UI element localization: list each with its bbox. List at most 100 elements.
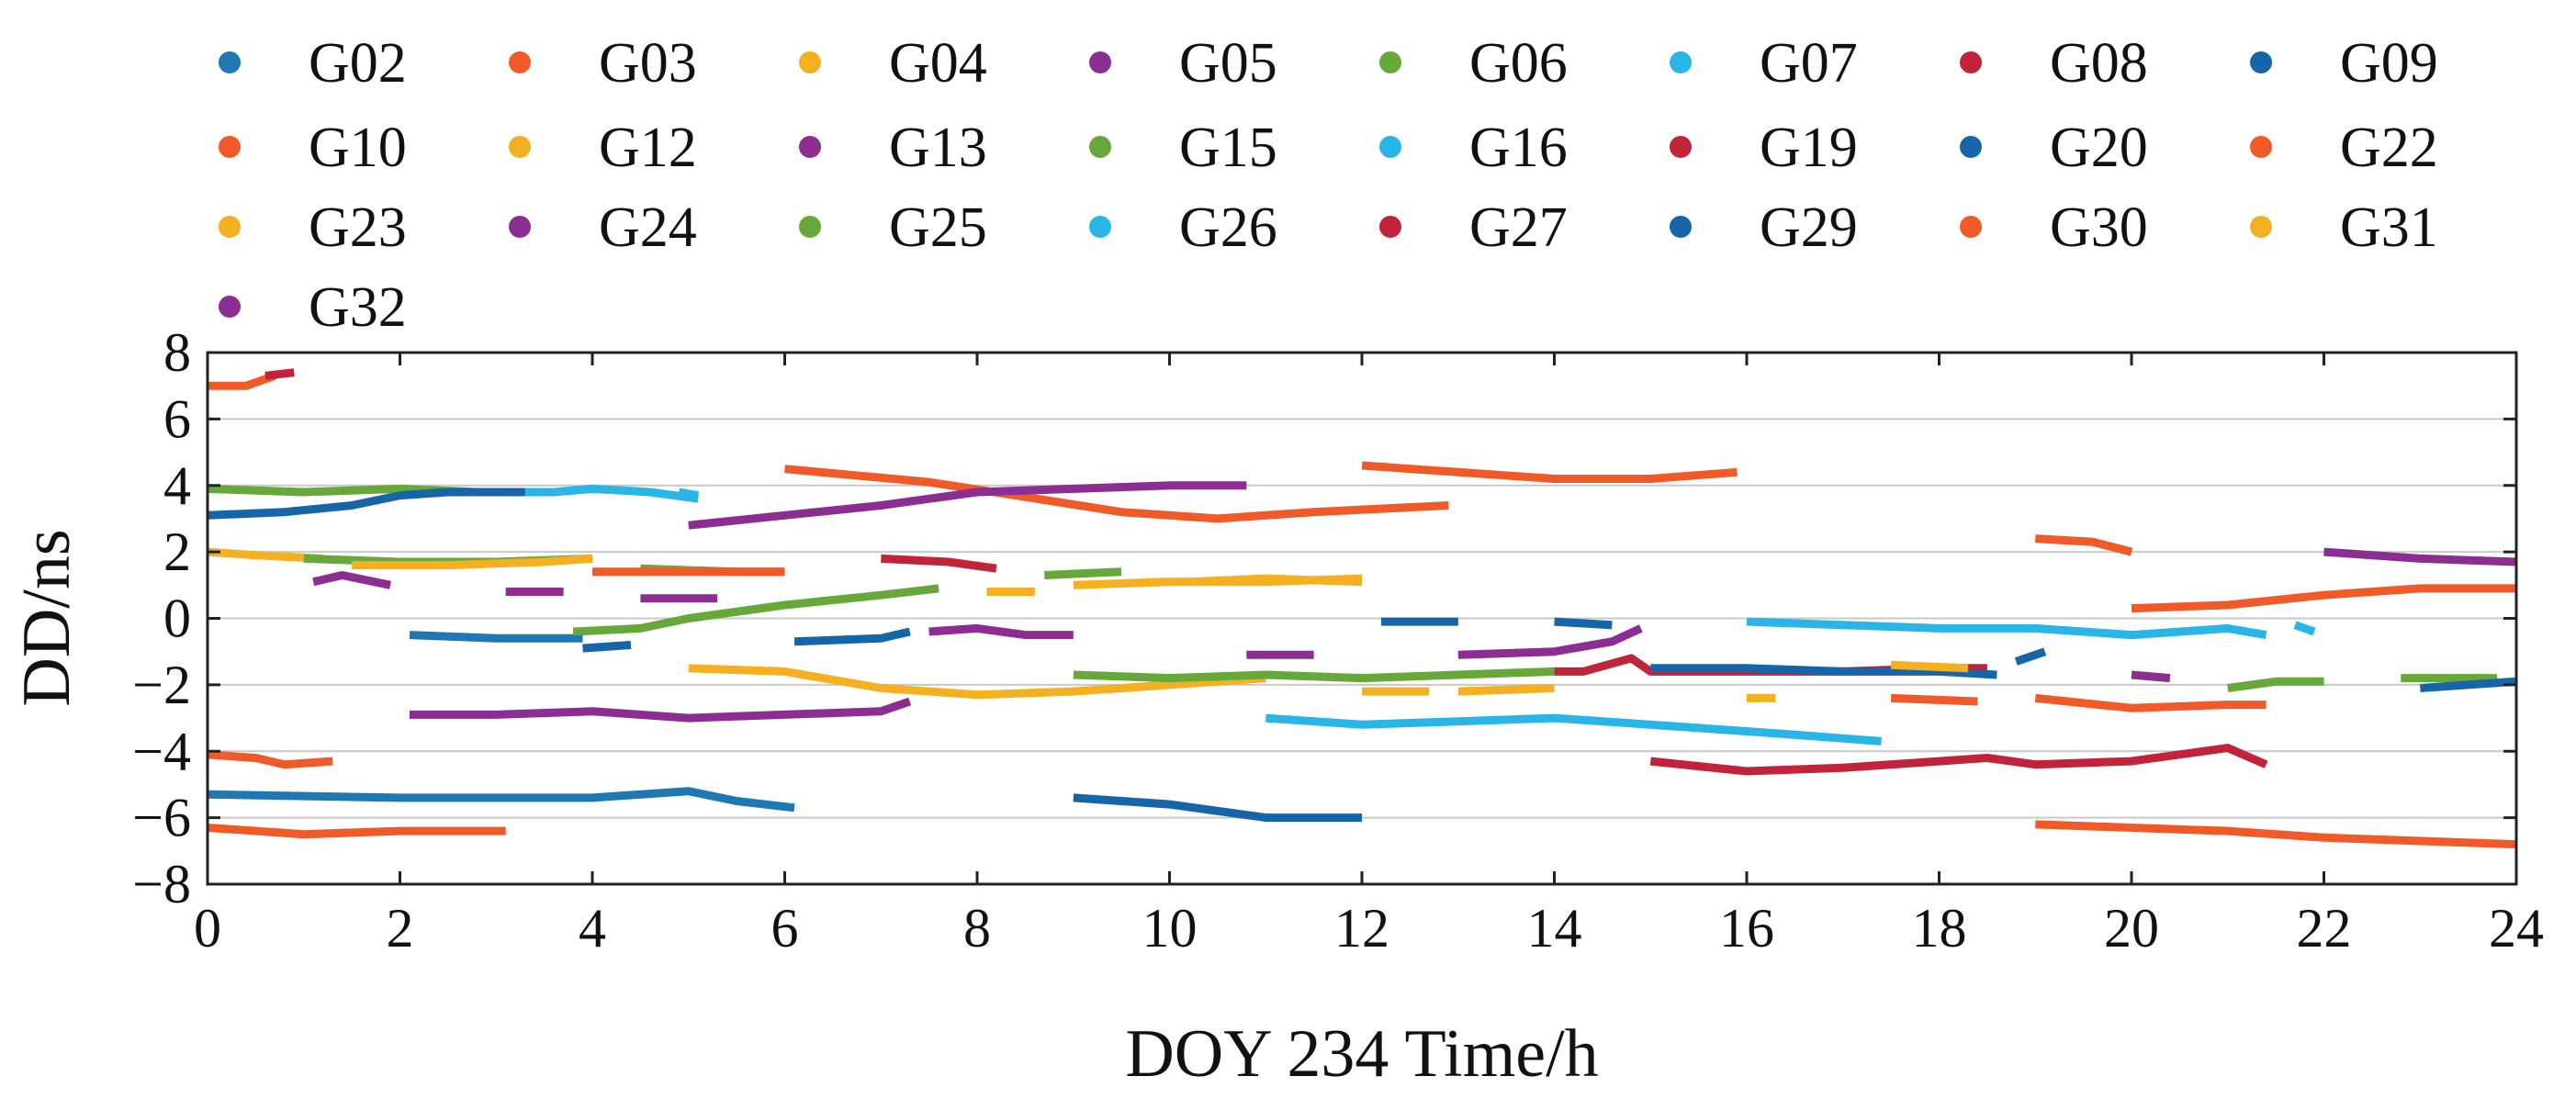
series-G10-segment-1: [1361, 461, 1738, 483]
series-G31: [1188, 574, 1363, 587]
legend-label: G07: [1760, 32, 1858, 95]
legend-marker: [1089, 216, 1111, 238]
y-tick-label: −6: [132, 788, 191, 848]
legend-marker: [1089, 136, 1111, 158]
legend-label: G12: [599, 117, 697, 179]
series-G02-segment-1: [409, 631, 583, 643]
legend-label: G20: [2050, 117, 2148, 179]
legend-marker: [1960, 51, 1982, 73]
legend-label: G30: [2050, 196, 2148, 259]
legend-item-G15: G15: [1089, 117, 1277, 179]
legend-marker: [219, 136, 241, 158]
legend-item-G16: G16: [1379, 117, 1568, 179]
series-G13-segment-0: [410, 697, 912, 723]
series-G02-segment-0: [207, 787, 795, 813]
y-tick-label: 0: [163, 589, 191, 649]
series-G12-segment-0: [688, 664, 1266, 700]
series-G13-segment-1: [688, 481, 1247, 530]
series-G19: [1649, 744, 2268, 776]
series-G23-segment-1: [1890, 660, 1969, 673]
x-tick-label: 14: [1527, 898, 1582, 959]
x-tick-label: 6: [771, 898, 799, 959]
legend-label: G23: [309, 196, 407, 259]
series-G16: [1746, 617, 2316, 640]
x-axis-label: DOY 234 Time/h: [1125, 1016, 1598, 1092]
series-G05-segment-0: [312, 571, 391, 589]
series-G24-segment-3: [2131, 670, 2171, 683]
x-tick-label: 0: [194, 898, 221, 959]
legend-marker: [2250, 51, 2272, 73]
y-tick-label: 8: [163, 322, 191, 383]
legend-marker: [1670, 216, 1692, 238]
series-G27-segment-0: [264, 368, 295, 380]
series-G22-segment-2: [2034, 693, 2267, 712]
legend-item-G32: G32: [219, 276, 407, 339]
series-G24: [928, 623, 2171, 683]
legend-item-G25: G25: [799, 196, 987, 259]
series-G26: [678, 488, 699, 500]
legend-label: G09: [2340, 32, 2438, 95]
y-tick-label: 6: [163, 388, 191, 449]
legend-marker: [509, 136, 531, 158]
legend-marker: [219, 51, 241, 73]
legend-item-G09: G09: [2250, 32, 2438, 95]
legend-item-G02: G02: [219, 32, 407, 95]
y-tick-label: −8: [132, 854, 191, 914]
legend-marker: [2250, 136, 2272, 158]
legend-item-G29: G29: [1670, 196, 1858, 259]
series-G22: [207, 693, 2267, 839]
y-axis-label: DD/ns: [9, 529, 84, 706]
series-G10-segment-0: [207, 750, 333, 769]
series-G02: [207, 631, 795, 813]
legend-item-G31: G31: [2250, 196, 2438, 259]
series-G07-segment-0: [496, 484, 699, 503]
series-G22-segment-0: [207, 824, 506, 839]
legend-item-G26: G26: [1089, 196, 1277, 259]
series-G30: [592, 534, 2517, 849]
legend-label: G22: [2340, 117, 2438, 179]
series-G31-segment-0: [1188, 574, 1363, 587]
series-G09-segment-2: [2014, 647, 2047, 666]
series-G20-segment-1: [1073, 793, 1362, 823]
legend-marker: [1379, 216, 1401, 238]
x-tick-label: 16: [1719, 898, 1774, 959]
x-tick-label: 24: [2489, 898, 2544, 959]
series-G30-segment-3: [2131, 584, 2516, 613]
legend-label: G29: [1760, 196, 1858, 259]
series-G26-segment-0: [678, 488, 699, 500]
legend-marker: [1379, 51, 1401, 73]
legend-label: G04: [889, 32, 987, 95]
legend-marker: [219, 296, 241, 318]
series-G09-segment-1: [1650, 664, 1997, 679]
legend-marker: [1089, 51, 1111, 73]
series-G23: [352, 554, 1969, 673]
series-G23-segment-0: [352, 554, 593, 570]
legend-label: G15: [1179, 117, 1277, 179]
series-G04-segment-0: [207, 547, 323, 563]
legend-label: G24: [599, 196, 697, 259]
series-G06-segment-1: [572, 584, 939, 636]
series-G15-segment-1: [1044, 567, 1122, 579]
legend-label: G25: [889, 196, 987, 259]
series-G15-segment-2: [1073, 667, 1555, 683]
x-tick-label: 10: [1142, 898, 1198, 959]
x-tick-label: 22: [2297, 898, 2352, 959]
legend-item-G10: G10: [219, 117, 407, 179]
series-G12: [688, 664, 1776, 702]
y-tick-label: 2: [163, 521, 191, 582]
legend-marker: [1670, 136, 1692, 158]
legend-item-G22: G22: [2250, 117, 2438, 179]
x-tick-label: 8: [963, 898, 991, 959]
legend-label: G05: [1179, 32, 1277, 95]
x-tick-label: 2: [387, 898, 414, 959]
x-tick-label: 4: [579, 898, 606, 959]
series-G29-segment-0: [582, 641, 632, 653]
legend-item-G12: G12: [509, 117, 697, 179]
legend-marker: [799, 136, 821, 158]
series-G13: [410, 481, 1247, 723]
series-G03-segment-0: [208, 372, 276, 390]
series-G29: [582, 641, 2517, 692]
legend: G02 G03 G04 G05 G06 G07 G08 G09 G10 G12 G13 G15 G16 G…: [219, 32, 2438, 339]
legend-item-G04: G04: [799, 32, 987, 95]
